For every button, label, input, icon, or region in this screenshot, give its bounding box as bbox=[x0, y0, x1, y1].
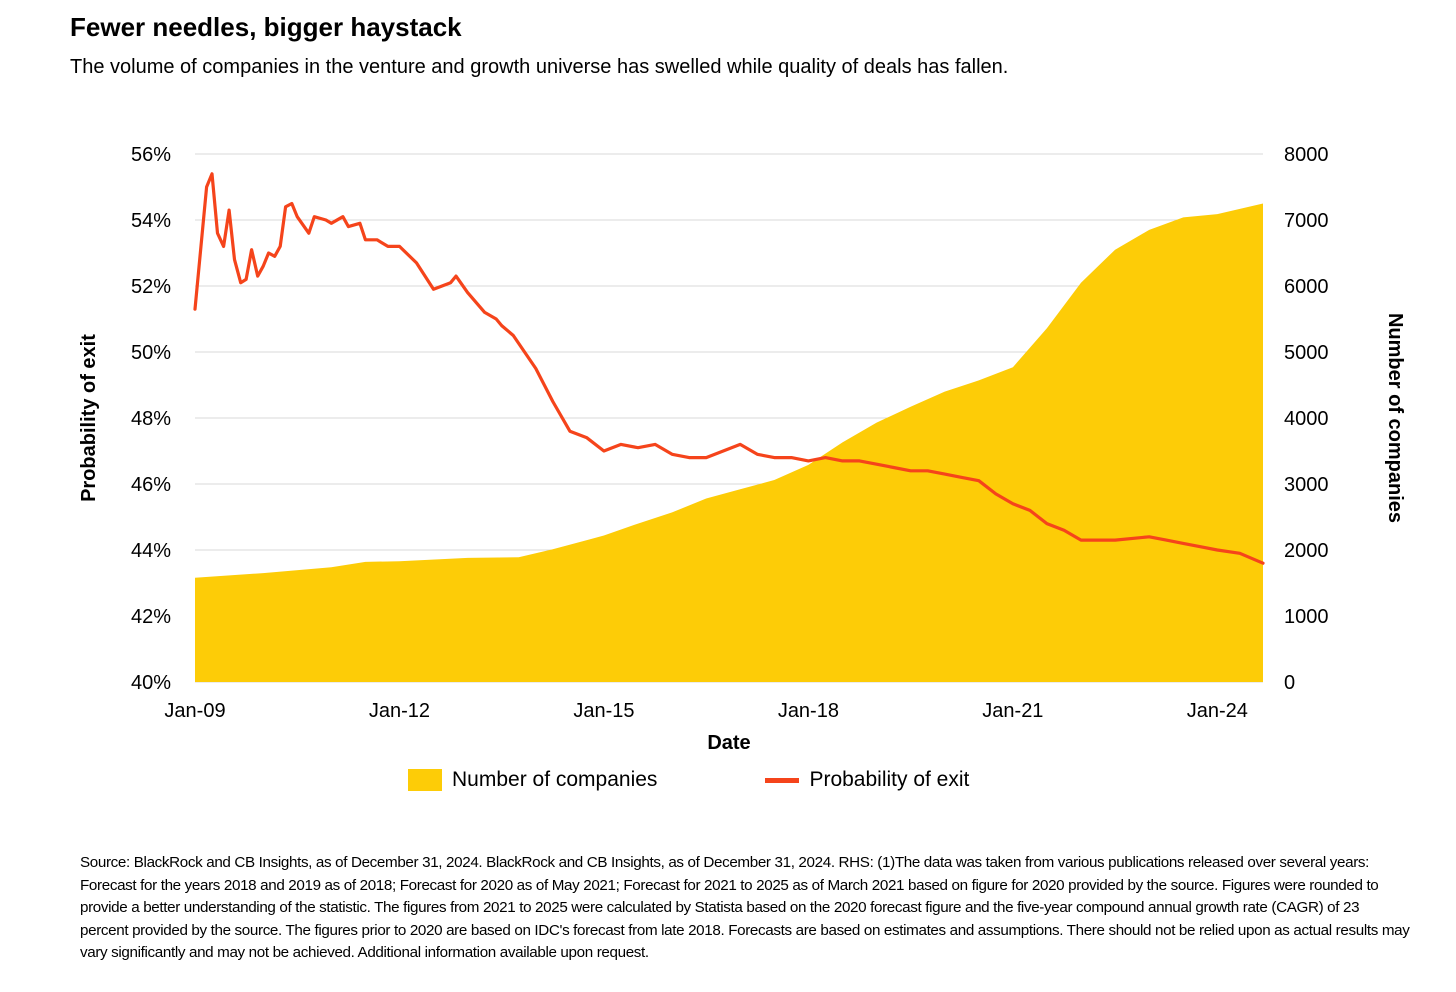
y-tick-label: 40% bbox=[131, 672, 171, 694]
left-axis-ticks: 40% 42% 44% 46% 48% 50% 52% 54% 56% bbox=[131, 144, 171, 694]
y2-tick-label: 6000 bbox=[1284, 276, 1329, 298]
legend-item-exit: Probability of exit bbox=[765, 768, 969, 792]
chart-subtitle: The volume of companies in the venture a… bbox=[70, 56, 1009, 78]
x-tick-label: Jan-12 bbox=[369, 700, 430, 722]
area-series-layer bbox=[195, 203, 1263, 682]
y2-tick-label: 0 bbox=[1284, 672, 1295, 694]
area-number-of-companies bbox=[195, 203, 1263, 682]
y-axis-title: Probability of exit bbox=[78, 334, 100, 502]
x-tick-label: Jan-21 bbox=[982, 700, 1043, 722]
legend-swatch-line bbox=[765, 777, 800, 783]
y2-tick-label: 2000 bbox=[1284, 540, 1329, 562]
y-tick-label: 56% bbox=[131, 144, 171, 166]
y-tick-label: 44% bbox=[131, 540, 171, 562]
x-tick-label: Jan-15 bbox=[573, 700, 634, 722]
line-probability-of-exit bbox=[193, 172, 1265, 565]
y2-tick-label: 7000 bbox=[1284, 210, 1329, 232]
y-tick-label: 48% bbox=[131, 408, 171, 430]
legend-item-companies: Number of companies bbox=[408, 768, 657, 792]
y-tick-label: 54% bbox=[131, 210, 171, 232]
x-tick-label: Jan-18 bbox=[778, 700, 839, 722]
line-series-layer bbox=[193, 172, 1265, 565]
legend: Number of companies Probability of exit bbox=[408, 768, 1077, 792]
y2-tick-label: 3000 bbox=[1284, 474, 1329, 496]
legend-label-companies: Number of companies bbox=[452, 768, 658, 791]
x-axis-title: Date bbox=[707, 732, 750, 754]
x-tick-label: Jan-09 bbox=[164, 700, 225, 722]
x-tick-label: Jan-24 bbox=[1187, 700, 1248, 722]
chart-canvas: 40% 42% 44% 46% 48% 50% 52% 54% 56% 0 1000 2000 300… bbox=[78, 144, 1406, 754]
y-tick-label: 50% bbox=[131, 342, 171, 364]
y-tick-label: 42% bbox=[131, 606, 171, 628]
legend-swatch-area bbox=[408, 769, 442, 791]
y2-axis-title: Number of companies bbox=[1384, 313, 1406, 523]
chart-title: Fewer needles, bigger haystack bbox=[70, 12, 462, 42]
y2-tick-label: 8000 bbox=[1284, 144, 1329, 166]
source-note: Source: BlackRock and CB Insights, as of… bbox=[80, 854, 1410, 961]
legend-label-exit: Probability of exit bbox=[809, 768, 970, 791]
y2-tick-label: 1000 bbox=[1284, 606, 1329, 628]
y-tick-label: 52% bbox=[131, 276, 171, 298]
y-tick-label: 46% bbox=[131, 474, 171, 496]
right-axis-ticks: 0 1000 2000 3000 4000 5000 6000 7000 8000 bbox=[1284, 144, 1329, 694]
y2-tick-label: 4000 bbox=[1284, 408, 1329, 430]
x-axis-ticks: Jan-09 Jan-12 Jan-15 Jan-18 Jan-21 Jan-24 bbox=[164, 700, 1247, 722]
y2-tick-label: 5000 bbox=[1284, 342, 1329, 364]
